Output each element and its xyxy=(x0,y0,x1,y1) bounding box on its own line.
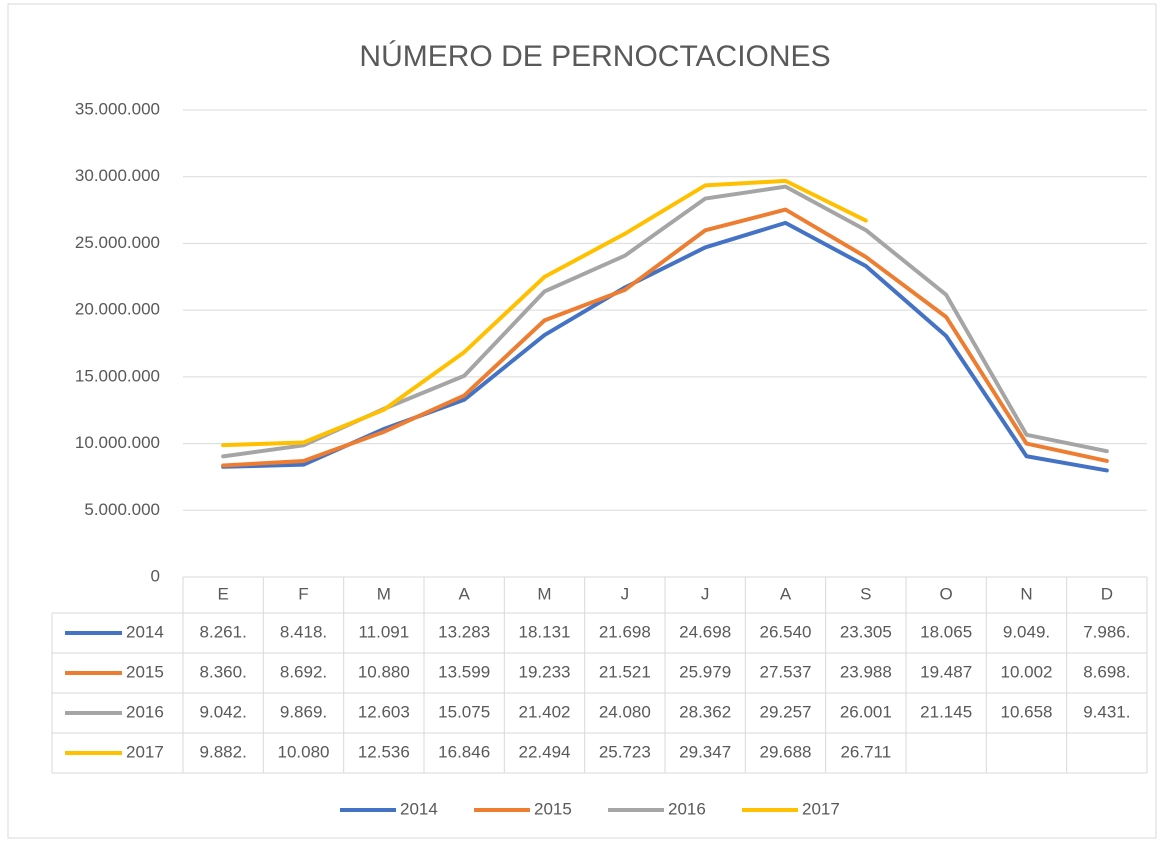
table-value: 24.080 xyxy=(599,702,651,721)
legend-label: 2014 xyxy=(400,799,438,818)
table-row-label: 2016 xyxy=(126,702,164,721)
table-row-label: 2015 xyxy=(126,662,164,681)
table-value: 10.658 xyxy=(1001,702,1053,721)
table-value: 21.698 xyxy=(599,622,651,641)
table-value: 28.362 xyxy=(679,702,731,721)
table-value: 26.001 xyxy=(840,702,892,721)
table-value: 9.882. xyxy=(200,742,247,761)
table-value: 10.080 xyxy=(278,742,330,761)
table-value: 26.711 xyxy=(840,742,891,761)
table-value: 18.131 xyxy=(519,622,571,641)
table-row-label: 2017 xyxy=(126,742,164,761)
table-value: 19.487 xyxy=(920,662,972,681)
table-value: 27.537 xyxy=(760,662,812,681)
series-line xyxy=(221,178,868,448)
x-tick-label: E xyxy=(217,584,228,603)
table-value: 9.869. xyxy=(280,702,327,721)
table-value: 10.002 xyxy=(1001,662,1053,681)
table-value: 8.698. xyxy=(1083,662,1130,681)
table-value: 9.049. xyxy=(1003,622,1050,641)
table-value: 25.723 xyxy=(599,742,651,761)
table-value: 11.091 xyxy=(358,622,409,641)
table-value: 10.880 xyxy=(358,662,410,681)
legend-label: 2017 xyxy=(802,799,840,818)
chart-border xyxy=(7,3,1157,839)
table-value: 23.305 xyxy=(840,622,892,641)
table-value: 26.540 xyxy=(760,622,812,641)
table-value: 12.603 xyxy=(358,702,410,721)
x-tick-label: S xyxy=(860,584,871,603)
y-tick-label: 25.000.000 xyxy=(75,233,160,252)
table-value: 21.402 xyxy=(519,702,571,721)
table-row-label: 2014 xyxy=(126,622,164,641)
table-value: 24.698 xyxy=(679,622,731,641)
y-tick-label: 10.000.000 xyxy=(75,433,160,452)
table-value: 18.065 xyxy=(920,622,972,641)
table-value: 29.688 xyxy=(760,742,812,761)
table-value: 16.846 xyxy=(438,742,490,761)
table-value: 8.418. xyxy=(280,622,327,641)
table-value: 21.145 xyxy=(920,702,972,721)
x-tick-label: A xyxy=(780,584,792,603)
y-tick-label: 5.000.000 xyxy=(84,500,160,519)
table-value: 23.988 xyxy=(840,662,892,681)
table-value: 9.431. xyxy=(1083,702,1130,721)
x-tick-label: A xyxy=(458,584,470,603)
x-tick-label: N xyxy=(1020,584,1032,603)
table-value: 21.521 xyxy=(599,662,651,681)
table-value: 9.042. xyxy=(200,702,247,721)
y-tick-label: 20.000.000 xyxy=(75,300,160,319)
y-tick-label: 30.000.000 xyxy=(75,166,160,185)
x-tick-label: M xyxy=(537,584,551,603)
table-value: 13.599 xyxy=(438,662,490,681)
table-value: 15.075 xyxy=(438,702,490,721)
x-tick-label: D xyxy=(1101,584,1113,603)
x-tick-label: J xyxy=(701,584,710,603)
table-value: 8.360. xyxy=(200,662,247,681)
x-tick-label: J xyxy=(621,584,630,603)
table-value: 29.257 xyxy=(760,702,812,721)
table-value: 25.979 xyxy=(679,662,731,681)
table-value: 7.986. xyxy=(1083,622,1130,641)
legend-label: 2016 xyxy=(668,799,706,818)
series-line xyxy=(221,207,1109,468)
chart-title: NÚMERO DE PERNOCTACIONES xyxy=(359,40,830,73)
y-tick-label: 15.000.000 xyxy=(75,366,160,385)
table-value: 22.494 xyxy=(519,742,571,761)
legend-label: 2015 xyxy=(534,799,572,818)
x-tick-label: M xyxy=(377,584,391,603)
y-tick-label: 35.000.000 xyxy=(75,99,160,118)
table-value: 19.233 xyxy=(519,662,571,681)
x-tick-label: F xyxy=(298,584,308,603)
table-value: 29.347 xyxy=(679,742,731,761)
table-value: 13.283 xyxy=(438,622,490,641)
table-value: 12.536 xyxy=(358,742,410,761)
table-value: 8.692. xyxy=(280,662,327,681)
table-value: 8.261. xyxy=(200,622,247,641)
x-tick-label: O xyxy=(940,584,953,603)
y-tick-label: 0 xyxy=(151,566,160,585)
